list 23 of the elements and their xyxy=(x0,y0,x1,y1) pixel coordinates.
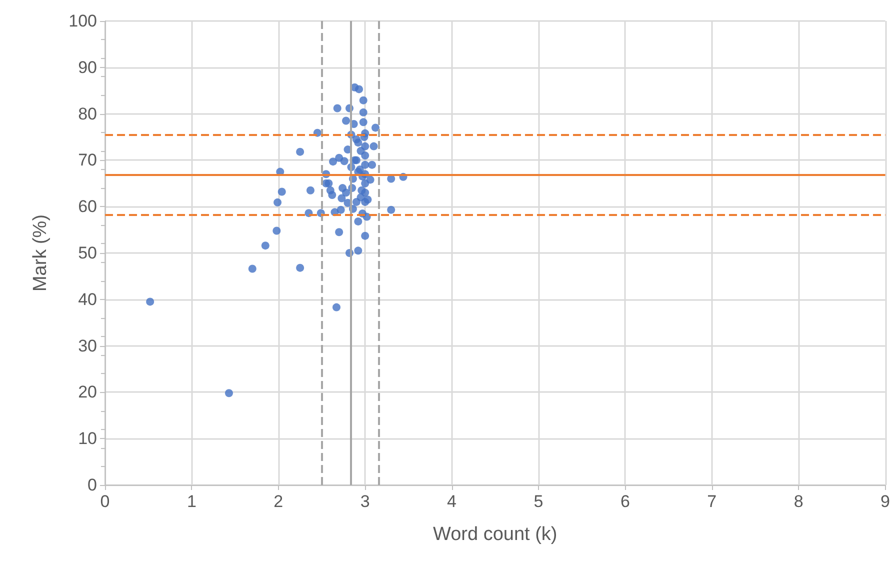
x-tick-label: 4 xyxy=(447,492,457,511)
y-tick-label: 10 xyxy=(78,429,97,448)
x-tick-label: 6 xyxy=(620,492,630,511)
x-tick-label: 0 xyxy=(100,492,110,511)
y-tick-label: 30 xyxy=(78,336,97,356)
y-tick-label: 80 xyxy=(78,104,97,124)
y-tick-label: 90 xyxy=(78,58,97,77)
x-axis-title: Word count (k) xyxy=(433,524,558,545)
x-tick-label: 3 xyxy=(360,492,370,511)
y-tick-label: 60 xyxy=(78,197,97,216)
y-tick-label: 50 xyxy=(78,244,97,262)
y-axis-title: Mark (%) xyxy=(30,214,51,292)
y-tick-label: 70 xyxy=(78,150,97,170)
y-tick-label: 100 xyxy=(68,12,97,30)
x-tick-label: 9 xyxy=(880,492,890,511)
x-tick-label: 1 xyxy=(186,492,196,511)
y-tick-label: 0 xyxy=(88,476,97,494)
y-tick-label: 20 xyxy=(78,382,97,402)
y-tick-label: 40 xyxy=(78,290,97,309)
x-tick-label: 5 xyxy=(534,492,544,511)
x-tick-label: 2 xyxy=(274,492,284,511)
x-tick-label: 8 xyxy=(794,492,804,511)
x-tick-label: 7 xyxy=(707,492,717,511)
